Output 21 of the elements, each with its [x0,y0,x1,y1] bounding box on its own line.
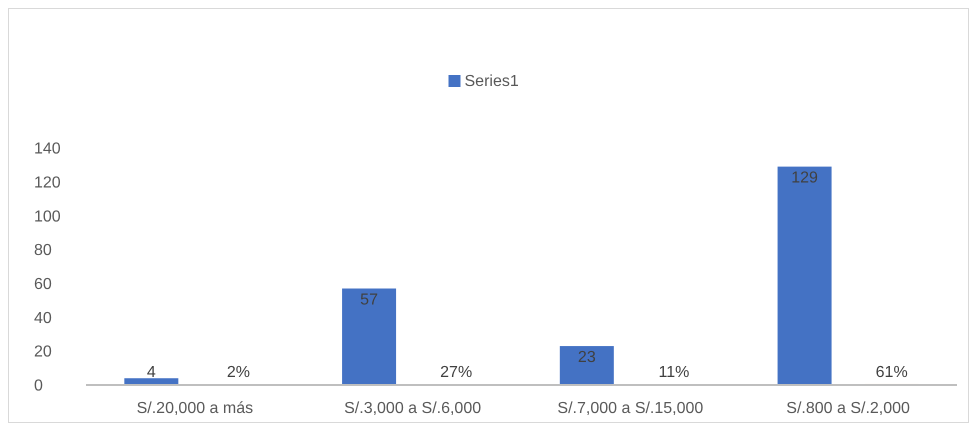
data-label: 129 [791,170,818,187]
x-tick-label: S/.800 a S/.2,000 [786,400,910,417]
legend-label: Series1 [464,73,519,90]
data-label: 61% [876,364,908,381]
y-tick-label: 140 [34,140,61,158]
x-tick-label: S/.3,000 a S/.6,000 [344,400,482,417]
y-tick-label: 80 [34,242,52,260]
y-tick-label: 100 [34,208,61,226]
data-label: 4 [146,364,156,381]
data-label: 11% [658,364,690,381]
y-tick-label: 40 [34,310,52,327]
x-tick-label: S/.7,000 a S/.15,000 [557,400,704,417]
x-tick-label: S/.20,000 a más [136,400,254,417]
y-tick-label: 20 [34,344,52,361]
y-tick-label: 0 [34,378,43,395]
y-tick-label: 60 [34,276,52,294]
data-label: 57 [360,292,378,309]
data-label: 23 [578,349,596,366]
data-label: 27% [440,364,472,381]
data-label: 2% [226,364,250,381]
y-tick-label: 120 [34,174,61,192]
